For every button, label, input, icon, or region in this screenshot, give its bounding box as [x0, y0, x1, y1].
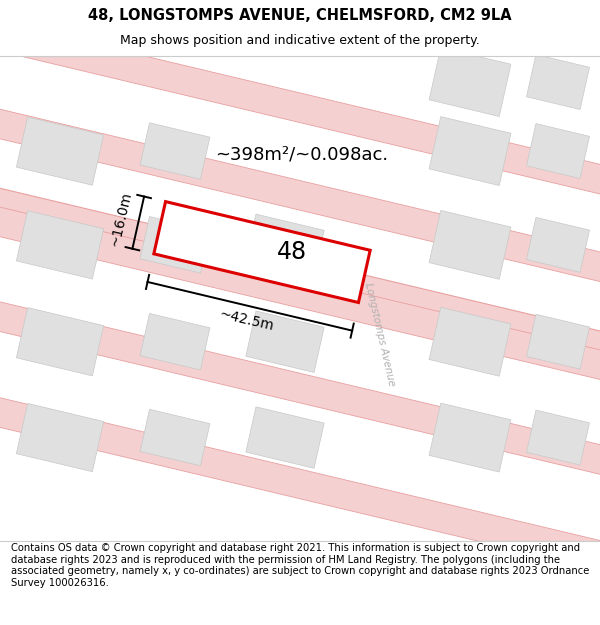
Polygon shape — [429, 117, 511, 186]
Polygon shape — [246, 311, 324, 372]
Polygon shape — [140, 409, 210, 466]
Polygon shape — [16, 211, 104, 279]
Polygon shape — [429, 211, 511, 279]
Polygon shape — [16, 403, 104, 472]
Polygon shape — [0, 140, 600, 446]
Polygon shape — [526, 54, 590, 109]
Polygon shape — [526, 410, 590, 465]
Polygon shape — [526, 314, 590, 369]
Polygon shape — [0, 178, 600, 419]
Polygon shape — [16, 117, 104, 185]
Text: 48: 48 — [277, 240, 307, 264]
Polygon shape — [154, 202, 370, 302]
Polygon shape — [140, 122, 210, 179]
Polygon shape — [246, 407, 324, 468]
Text: ~42.5m: ~42.5m — [218, 308, 275, 333]
Text: Contains OS data © Crown copyright and database right 2021. This information is : Contains OS data © Crown copyright and d… — [11, 543, 589, 588]
Polygon shape — [0, 331, 600, 625]
Polygon shape — [0, 0, 600, 261]
Text: ~16.0m: ~16.0m — [107, 189, 134, 248]
Polygon shape — [429, 403, 511, 472]
Polygon shape — [526, 217, 590, 272]
Polygon shape — [16, 308, 104, 376]
Polygon shape — [140, 314, 210, 370]
Polygon shape — [429, 48, 511, 116]
Polygon shape — [0, 56, 600, 541]
Text: Longstomps Avenue: Longstomps Avenue — [363, 282, 397, 388]
Text: Map shows position and indicative extent of the property.: Map shows position and indicative extent… — [120, 34, 480, 47]
Polygon shape — [526, 124, 590, 179]
Polygon shape — [0, 235, 600, 541]
Polygon shape — [140, 217, 210, 273]
Text: ~398m²/~0.098ac.: ~398m²/~0.098ac. — [215, 145, 389, 163]
Polygon shape — [429, 308, 511, 376]
Text: 48, LONGSTOMPS AVENUE, CHELMSFORD, CM2 9LA: 48, LONGSTOMPS AVENUE, CHELMSFORD, CM2 9… — [88, 8, 512, 23]
Polygon shape — [246, 214, 324, 276]
Polygon shape — [0, 42, 600, 349]
